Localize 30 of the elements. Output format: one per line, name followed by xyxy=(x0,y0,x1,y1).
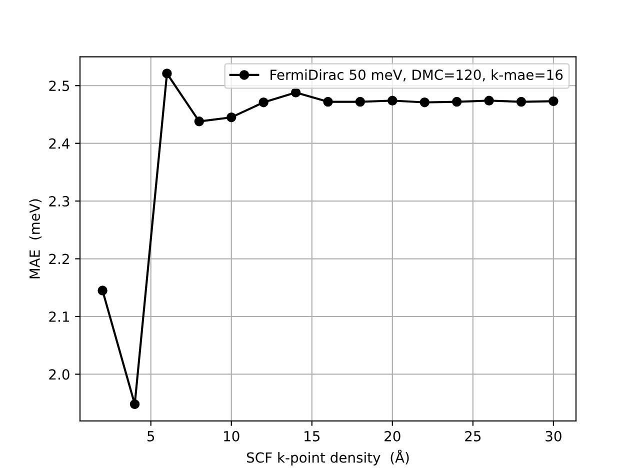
y-tick-label: 2.2 xyxy=(49,254,69,264)
point xyxy=(258,97,268,108)
point xyxy=(420,97,430,108)
x-tick-label: 30 xyxy=(546,430,562,442)
x-tick-label: 25 xyxy=(465,430,481,442)
point xyxy=(548,96,558,106)
y-tick-label: 2.5 xyxy=(49,80,70,92)
point xyxy=(98,286,108,296)
point xyxy=(290,88,301,98)
x-tick-label: 10 xyxy=(224,430,240,442)
point xyxy=(484,96,494,106)
x-tick-label: 5 xyxy=(148,431,154,442)
point xyxy=(194,116,204,126)
point xyxy=(516,96,526,107)
y-tick-label: 2.0 xyxy=(49,369,70,380)
legend-label: FermiDirac 50 meV, DMC=120, k-mae=16 xyxy=(270,69,563,82)
point xyxy=(388,96,398,106)
y-tick-label: 2.3 xyxy=(49,196,70,207)
point xyxy=(130,399,140,410)
point xyxy=(226,112,236,122)
point xyxy=(323,96,333,107)
point xyxy=(355,96,366,107)
x-tick-label: 15 xyxy=(304,431,320,442)
x-tick-label: 20 xyxy=(384,430,400,442)
point xyxy=(162,68,172,78)
y-axis-title: MAE (meV) xyxy=(29,199,42,278)
y-tick-label: 2.4 xyxy=(49,138,70,149)
point xyxy=(452,96,462,107)
y-tick-label: 2.1 xyxy=(49,311,69,322)
x-axis-title: SCF k-point density (Å) xyxy=(246,450,409,466)
